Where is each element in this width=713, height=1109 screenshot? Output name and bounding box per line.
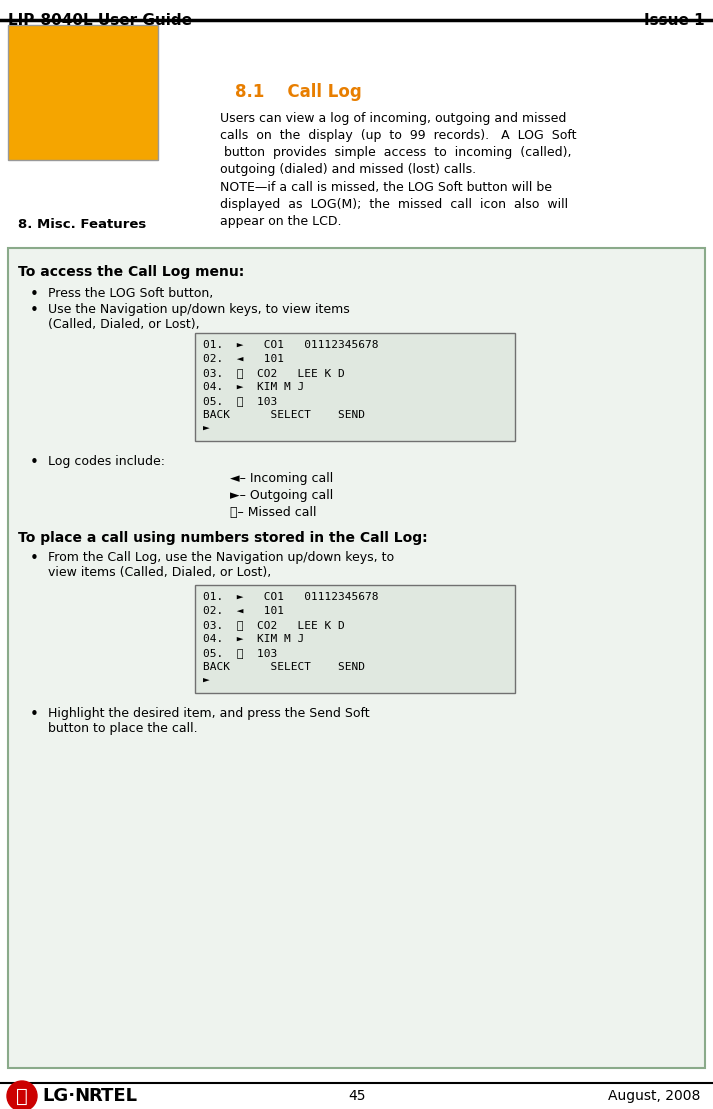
Text: 05.  ⓢ  103: 05. ⓢ 103 [203,648,277,658]
Text: From the Call Log, use the Navigation up/down keys, to: From the Call Log, use the Navigation up… [48,551,394,564]
Text: 01.  ►   CO1   01112345678: 01. ► CO1 01112345678 [203,340,379,350]
Text: view items (Called, Dialed, or Lost),: view items (Called, Dialed, or Lost), [48,566,271,579]
Text: appear on the LCD.: appear on the LCD. [220,215,342,228]
Text: Users can view a log of incoming, outgoing and missed: Users can view a log of incoming, outgoi… [220,112,566,125]
Text: 03.  ⓢ  CO2   LEE K D: 03. ⓢ CO2 LEE K D [203,368,345,378]
Text: (Called, Dialed, or Lost),: (Called, Dialed, or Lost), [48,318,200,330]
Text: 04.  ►  KIM M J: 04. ► KIM M J [203,381,304,391]
Text: LIP-8040L User Guide: LIP-8040L User Guide [8,13,192,28]
Text: To place a call using numbers stored in the Call Log:: To place a call using numbers stored in … [18,531,428,545]
Text: Issue 1: Issue 1 [645,13,705,28]
Text: 8. Misc. Features: 8. Misc. Features [18,218,146,232]
Text: BACK      SELECT    SEND: BACK SELECT SEND [203,662,365,672]
Text: •: • [30,303,39,318]
Text: 05.  ⓢ  103: 05. ⓢ 103 [203,396,277,406]
Text: RTEL: RTEL [88,1087,137,1105]
Text: 8.1    Call Log: 8.1 Call Log [235,83,361,101]
FancyBboxPatch shape [8,26,158,160]
Text: 01.  ►   CO1   01112345678: 01. ► CO1 01112345678 [203,592,379,602]
Text: 45: 45 [348,1089,366,1103]
Text: Highlight the desired item, and press the Send Soft: Highlight the desired item, and press th… [48,708,369,720]
Text: 04.  ►  KIM M J: 04. ► KIM M J [203,634,304,644]
Text: •: • [30,551,39,566]
Text: ⓢ– Missed call: ⓢ– Missed call [230,506,317,519]
Text: ►: ► [203,424,210,434]
Text: •: • [30,708,39,722]
Text: ◄– Incoming call: ◄– Incoming call [230,472,333,485]
Text: LG·N: LG·N [42,1087,90,1105]
Text: •: • [30,287,39,302]
Text: August, 2008: August, 2008 [607,1089,700,1103]
Text: •: • [30,455,39,470]
Text: Log codes include:: Log codes include: [48,455,165,468]
Text: button to place the call.: button to place the call. [48,722,198,735]
Text: BACK      SELECT    SEND: BACK SELECT SEND [203,410,365,420]
Text: Ⓛ: Ⓛ [16,1087,28,1106]
Text: 02.  ◄   101: 02. ◄ 101 [203,354,284,364]
Text: 03.  ⓢ  CO2   LEE K D: 03. ⓢ CO2 LEE K D [203,620,345,630]
Text: ►: ► [203,676,210,686]
Text: outgoing (dialed) and missed (lost) calls.: outgoing (dialed) and missed (lost) call… [220,163,476,176]
Text: ►– Outgoing call: ►– Outgoing call [230,489,333,502]
Text: displayed  as  LOG(M);  the  missed  call  icon  also  will: displayed as LOG(M); the missed call ico… [220,199,568,211]
Text: Press the LOG Soft button,: Press the LOG Soft button, [48,287,213,301]
Text: calls  on  the  display  (up  to  99  records).   A  LOG  Soft: calls on the display (up to 99 records).… [220,129,577,142]
Text: Use the Navigation up/down keys, to view items: Use the Navigation up/down keys, to view… [48,303,350,316]
FancyBboxPatch shape [8,248,705,1068]
Text: 02.  ◄   101: 02. ◄ 101 [203,606,284,615]
FancyBboxPatch shape [195,586,515,693]
Text: button  provides  simple  access  to  incoming  (called),: button provides simple access to incomin… [220,146,572,159]
Circle shape [7,1081,37,1109]
FancyBboxPatch shape [195,333,515,441]
Text: To access the Call Log menu:: To access the Call Log menu: [18,265,245,279]
Text: NOTE—if a call is missed, the LOG Soft button will be: NOTE—if a call is missed, the LOG Soft b… [220,181,552,194]
